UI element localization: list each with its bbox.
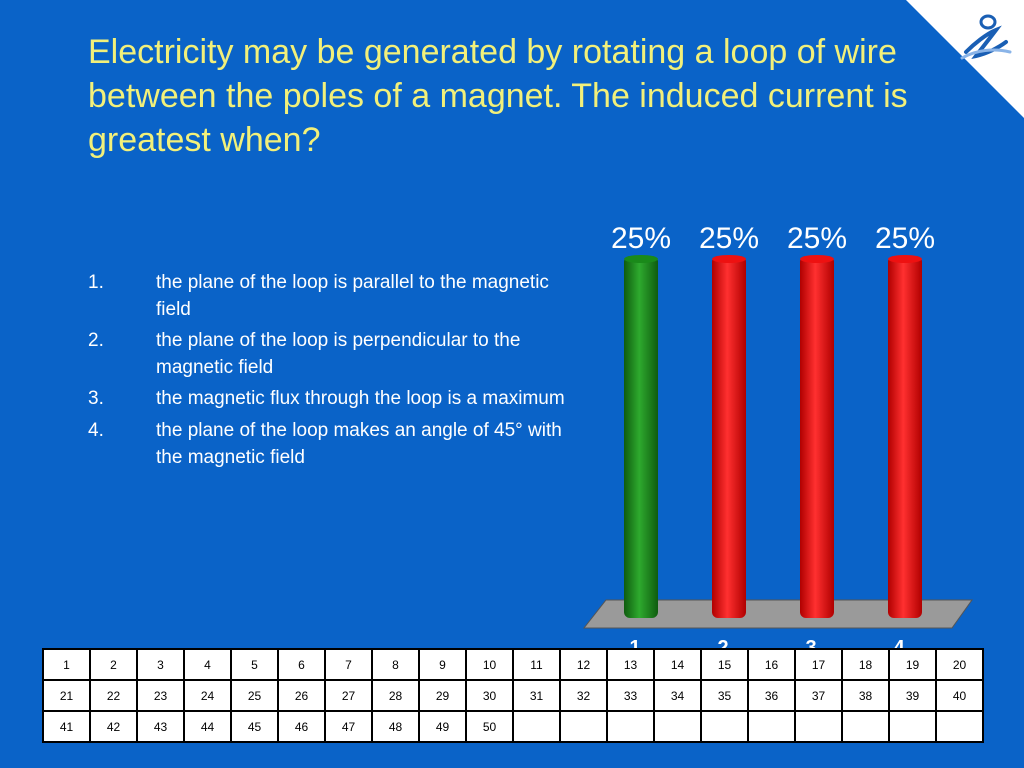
answer-number: 3. [88, 388, 104, 410]
grid-cell [606, 710, 655, 743]
chart-floor [582, 599, 973, 629]
grid-cell: 10 [465, 648, 514, 681]
grid-cell: 18 [841, 648, 890, 681]
grid-cell: 49 [418, 710, 467, 743]
answer-text: the plane of the loop is perpendicular t… [156, 330, 521, 378]
grid-cell: 37 [794, 679, 843, 712]
grid-cell [794, 710, 843, 743]
grid-cell: 14 [653, 648, 702, 681]
grid-cell [559, 710, 608, 743]
chart-bar [888, 256, 922, 618]
answer-number: 2. [88, 330, 104, 352]
grid-cell: 31 [512, 679, 561, 712]
grid-cell: 25 [230, 679, 279, 712]
grid-cell: 9 [418, 648, 467, 681]
answer-text: the magnetic flux through the loop is a … [156, 388, 565, 410]
chart-value-label: 25% [875, 222, 935, 255]
swirl-i-logo-icon [960, 14, 1012, 60]
grid-cell: 4 [183, 648, 232, 681]
grid-cell: 36 [747, 679, 796, 712]
grid-cell: 47 [324, 710, 373, 743]
answer-text: the plane of the loop makes an angle of … [156, 419, 562, 468]
grid-cell: 43 [136, 710, 185, 743]
response-chart: 25%125%225%325%4 [580, 220, 980, 660]
answer-option[interactable]: 1. the plane of the loop is parallel to t… [88, 270, 568, 323]
grid-cell: 26 [277, 679, 326, 712]
grid-cell: 27 [324, 679, 373, 712]
grid-cell: 17 [794, 648, 843, 681]
answer-text: the plane of the loop is parallel to the… [156, 272, 549, 320]
chart-bar [712, 256, 746, 618]
grid-cell [512, 710, 561, 743]
question-title: Electricity may be generated by rotating… [88, 33, 908, 160]
grid-cell: 45 [230, 710, 279, 743]
grid-cell: 15 [700, 648, 749, 681]
chart-bar-cap [624, 255, 658, 263]
grid-cell: 29 [418, 679, 467, 712]
chart-bar-cap [800, 255, 834, 263]
grid-cell: 13 [606, 648, 655, 681]
grid-cell: 6 [277, 648, 326, 681]
grid-cell: 19 [888, 648, 937, 681]
response-chart-svg: 25%125%225%325%4 [582, 222, 973, 659]
answer-option[interactable]: 2. the plane of the loop is perpendicular… [88, 328, 568, 381]
grid-cell: 1 [42, 648, 91, 681]
grid-cell: 35 [700, 679, 749, 712]
grid-cell [700, 710, 749, 743]
chart-bar-cap [888, 255, 922, 263]
grid-cell [935, 710, 984, 743]
grid-row: 21 22 23 24 25 26 27 28 29 30 31 32 33 34 35 36 37 38 39 40 [42, 679, 984, 712]
grid-cell: 21 [42, 679, 91, 712]
answer-number: 4. [88, 419, 104, 441]
chart-bar [800, 256, 834, 618]
grid-cell: 39 [888, 679, 937, 712]
chart-value-label: 25% [611, 222, 671, 255]
grid-cell: 23 [136, 679, 185, 712]
grid-cell: 48 [371, 710, 420, 743]
grid-cell: 3 [136, 648, 185, 681]
answer-option[interactable]: 4. the plane of the loop makes an angle o… [88, 418, 568, 471]
response-grid: 1 2 3 4 5 6 7 8 9 10 11 12 13 14 15 16 17 18 19 20 21 22 23 24 2… [42, 648, 984, 743]
grid-cell: 32 [559, 679, 608, 712]
grid-row: 41 42 43 44 45 46 47 48 49 50 [42, 710, 984, 743]
answer-option[interactable]: 3. the magnetic flux through the loop is … [88, 386, 568, 413]
grid-cell: 41 [42, 710, 91, 743]
grid-cell: 24 [183, 679, 232, 712]
grid-cell: 11 [512, 648, 561, 681]
grid-cell: 12 [559, 648, 608, 681]
grid-cell: 16 [747, 648, 796, 681]
grid-row: 1 2 3 4 5 6 7 8 9 10 11 12 13 14 15 16 17 18 19 20 [42, 648, 984, 681]
answer-list: 1. the plane of the loop is parallel to t… [88, 270, 568, 476]
answer-number: 1. [88, 272, 104, 293]
chart-bar [624, 256, 658, 618]
grid-cell: 2 [89, 648, 138, 681]
chart-value-label: 25% [787, 222, 847, 255]
grid-cell: 20 [935, 648, 984, 681]
grid-cell [841, 710, 890, 743]
grid-cell [653, 710, 702, 743]
grid-cell: 7 [324, 648, 373, 681]
grid-cell: 8 [371, 648, 420, 681]
grid-cell [747, 710, 796, 743]
grid-cell: 38 [841, 679, 890, 712]
grid-cell [888, 710, 937, 743]
chart-bar-cap [712, 255, 746, 263]
grid-cell: 34 [653, 679, 702, 712]
grid-cell: 42 [89, 710, 138, 743]
grid-cell: 40 [935, 679, 984, 712]
grid-cell: 46 [277, 710, 326, 743]
corner-decoration [906, 0, 1024, 118]
grid-cell: 30 [465, 679, 514, 712]
grid-cell: 33 [606, 679, 655, 712]
grid-cell: 28 [371, 679, 420, 712]
chart-value-label: 25% [699, 222, 759, 255]
grid-cell: 22 [89, 679, 138, 712]
grid-cell: 44 [183, 710, 232, 743]
grid-cell: 5 [230, 648, 279, 681]
grid-cell: 50 [465, 710, 514, 743]
